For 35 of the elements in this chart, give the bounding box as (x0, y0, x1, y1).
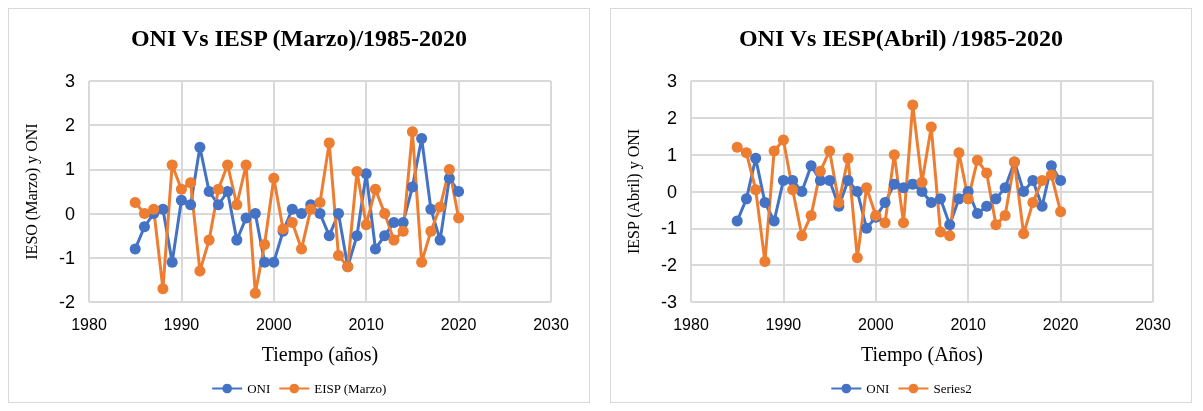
x-tick-label: 2000 (256, 315, 292, 333)
y-tick-label: 1 (64, 159, 75, 180)
y-tick-label: 0 (666, 181, 677, 202)
y-tick-label: -2 (660, 255, 677, 276)
y-tick-label: -1 (58, 247, 75, 268)
y-tick-label: -2 (58, 292, 75, 312)
y-tick-label: 2 (64, 115, 75, 136)
x-tick-label: 2010 (348, 315, 385, 333)
x-tick-label: 2010 (950, 315, 987, 333)
x-axis-title: Tiempo (años) (261, 343, 379, 366)
y-tick-label: -3 (660, 292, 677, 312)
x-tick-label: 2000 (858, 315, 894, 333)
x-tick-label: 2030 (1135, 315, 1171, 333)
chart-title: ONI Vs IESP(Abril) /1985-2020 (738, 25, 1064, 51)
x-tick-label: 2030 (533, 315, 569, 333)
x-axis-title: Tiempo (Años) (860, 343, 984, 366)
legend-label: ONI (247, 381, 271, 396)
y-tick-label: 0 (64, 203, 75, 224)
legend-label: EISP (Marzo) (314, 381, 387, 396)
y-tick-label: 3 (64, 71, 75, 91)
x-tick-label: 1990 (765, 315, 802, 333)
x-tick-label: 1990 (163, 315, 200, 333)
y-tick-label: 2 (666, 107, 677, 128)
y-tick-label: 3 (666, 71, 677, 91)
y-axis-title: IESP (Abril) y ONI (624, 128, 643, 255)
x-tick-label: 1980 (71, 315, 107, 333)
x-tick-label: 2020 (440, 315, 477, 333)
chart-title: ONI Vs IESP (Marzo)/1985-2020 (130, 25, 468, 51)
x-tick-label: 2020 (1042, 315, 1079, 333)
y-tick-label: 1 (666, 144, 677, 165)
x-tick-label: 1980 (673, 315, 709, 333)
legend-label: Series2 (933, 381, 972, 396)
y-axis-title: IESO (Marzo) y ONI (22, 123, 41, 260)
legend-label: ONI (866, 381, 890, 396)
y-tick-label: -1 (660, 218, 677, 239)
